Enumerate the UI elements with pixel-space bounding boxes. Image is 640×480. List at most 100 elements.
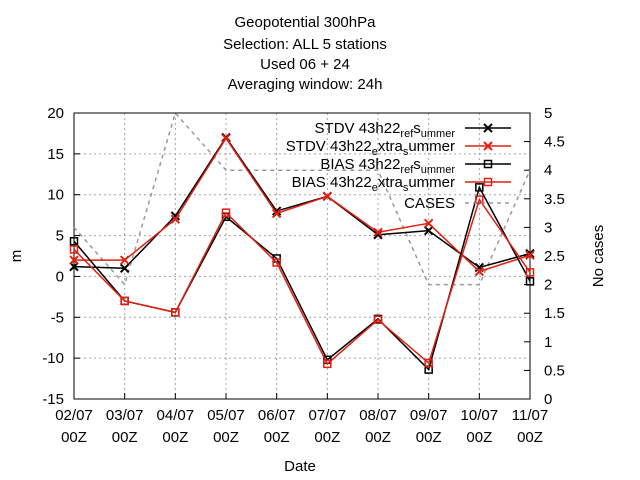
series-line bbox=[73, 136, 531, 270]
x-tick-label-date: 10/07 bbox=[461, 407, 499, 424]
y-tick-label: -10 bbox=[42, 350, 64, 367]
x-axis-label: Date bbox=[284, 458, 316, 475]
legend-label-part: s bbox=[403, 146, 409, 158]
data-point bbox=[525, 277, 535, 286]
x-tick-label-date: 09/07 bbox=[410, 407, 448, 424]
y2-tick-label: 3.5 bbox=[544, 191, 565, 208]
legend-label: BIAS 43h22extrasummer bbox=[292, 174, 455, 194]
y2-tick-label: 0 bbox=[544, 391, 552, 408]
data-point bbox=[170, 214, 181, 224]
legend-label-part: ref bbox=[400, 128, 414, 140]
y2-tick-label: 5 bbox=[544, 105, 552, 122]
data-point bbox=[475, 183, 484, 192]
legend-marker bbox=[483, 123, 493, 133]
x-tick-label-time: 00Z bbox=[61, 429, 87, 446]
axis-ticks: -15 -10 -5 0 5 10 15 20 0 0.5 1 1.5 2 2.5 3 3.5 4 4.5 5 02/… bbox=[42, 105, 565, 446]
data-point bbox=[423, 218, 434, 229]
legend-label-part: ummer bbox=[408, 174, 455, 191]
y-tick-label: 10 bbox=[47, 187, 64, 204]
y-tick-label: -5 bbox=[51, 309, 64, 326]
legend-label: STDV 43h22refsummer bbox=[315, 120, 456, 140]
series-2 bbox=[69, 183, 535, 374]
series-line bbox=[73, 111, 531, 287]
y2-tick-label: 1 bbox=[544, 334, 552, 351]
legend-label-part: e bbox=[372, 146, 378, 158]
x-tick-label-time: 00Z bbox=[466, 429, 492, 446]
legend-label-part: ref bbox=[400, 164, 414, 176]
y2-tick-label: 2.5 bbox=[544, 248, 565, 265]
x-tick-label-date: 05/07 bbox=[207, 407, 245, 424]
legend-label-part: xtra bbox=[378, 174, 404, 191]
data-point bbox=[424, 358, 433, 368]
data-point bbox=[69, 255, 79, 265]
x-tick-label-date: 04/07 bbox=[157, 407, 195, 424]
data-point bbox=[272, 258, 281, 267]
data-point bbox=[69, 245, 79, 254]
legend-label-part: BIAS 43h22 bbox=[320, 156, 400, 173]
x-tick-label-time: 00Z bbox=[264, 429, 290, 446]
y2-tick-label: 1.5 bbox=[544, 305, 565, 322]
legend-label-part: s bbox=[403, 182, 409, 194]
series-3 bbox=[69, 195, 535, 369]
series-layer bbox=[69, 111, 535, 374]
data-point bbox=[525, 250, 535, 260]
data-point bbox=[373, 227, 383, 238]
x-tick-label-date: 02/07 bbox=[55, 407, 93, 424]
y-tick-label: 0 bbox=[56, 268, 64, 285]
legend-label-part: STDV 43h22 bbox=[286, 138, 372, 155]
x-tick-label-time: 00Z bbox=[162, 429, 188, 446]
chart-title-line-4: Averaging window: 24h bbox=[227, 76, 383, 93]
data-point bbox=[474, 266, 485, 277]
x-tick-label-time: 00Z bbox=[314, 429, 340, 446]
legend-label-part: ummer bbox=[421, 128, 456, 140]
y-tick-label: -15 bbox=[42, 391, 64, 408]
x-tick-label-date: 07/07 bbox=[309, 407, 347, 424]
x-tick-label-time: 00Z bbox=[365, 429, 391, 446]
legend-label-part: ummer bbox=[421, 164, 456, 176]
legend-label-part: STDV 43h22 bbox=[315, 120, 401, 137]
data-point bbox=[525, 268, 535, 277]
data-point bbox=[171, 308, 180, 317]
series-line bbox=[73, 185, 531, 372]
y-tick-label: 5 bbox=[56, 228, 64, 245]
y-tick-label: 15 bbox=[47, 146, 64, 163]
series-4 bbox=[73, 111, 531, 287]
y2-tick-label: 4.5 bbox=[544, 134, 565, 151]
legend-label-part: BIAS 43h22 bbox=[292, 174, 372, 191]
x-tick-label-date: 11/07 bbox=[512, 407, 548, 424]
data-point bbox=[120, 296, 129, 306]
x-tick-label-date: 08/07 bbox=[359, 407, 397, 424]
chart-title-line-3: Used 06 + 24 bbox=[260, 56, 350, 73]
data-point bbox=[119, 263, 130, 273]
legend-label-part: CASES bbox=[404, 195, 455, 212]
legend-label: BIAS 43h22refsummer bbox=[320, 156, 455, 176]
legend-marker bbox=[483, 177, 493, 187]
data-point bbox=[323, 359, 332, 369]
legend-label-part: s bbox=[413, 156, 421, 173]
legend-label-part: xtra bbox=[378, 138, 404, 155]
legend-label: STDV 43h22extrasummer bbox=[286, 138, 455, 158]
legend-label-part: s bbox=[413, 120, 421, 137]
data-point bbox=[475, 195, 484, 204]
x-tick-label-time: 00Z bbox=[517, 429, 543, 446]
legend-marker bbox=[483, 141, 493, 151]
x-tick-label-time: 00Z bbox=[213, 429, 239, 446]
y2-tick-label: 0.5 bbox=[544, 362, 565, 379]
series-1 bbox=[69, 133, 535, 277]
legend-label-part: ummer bbox=[408, 138, 455, 155]
x-tick-label-time: 00Z bbox=[112, 429, 138, 446]
x-tick-label-date: 06/07 bbox=[258, 407, 296, 424]
data-point bbox=[271, 208, 282, 219]
y2-tick-label: 2 bbox=[544, 277, 552, 294]
data-point bbox=[322, 191, 333, 202]
y2-axis-label: No cases bbox=[590, 225, 607, 288]
series-line bbox=[73, 197, 531, 366]
data-point bbox=[119, 255, 130, 265]
y-tick-label: 20 bbox=[47, 105, 64, 122]
legend-label: CASES bbox=[404, 195, 455, 212]
y-axis-label: m bbox=[8, 250, 25, 263]
chart-title-line-2: Selection: ALL 5 stations bbox=[223, 36, 387, 53]
data-point bbox=[221, 133, 231, 144]
